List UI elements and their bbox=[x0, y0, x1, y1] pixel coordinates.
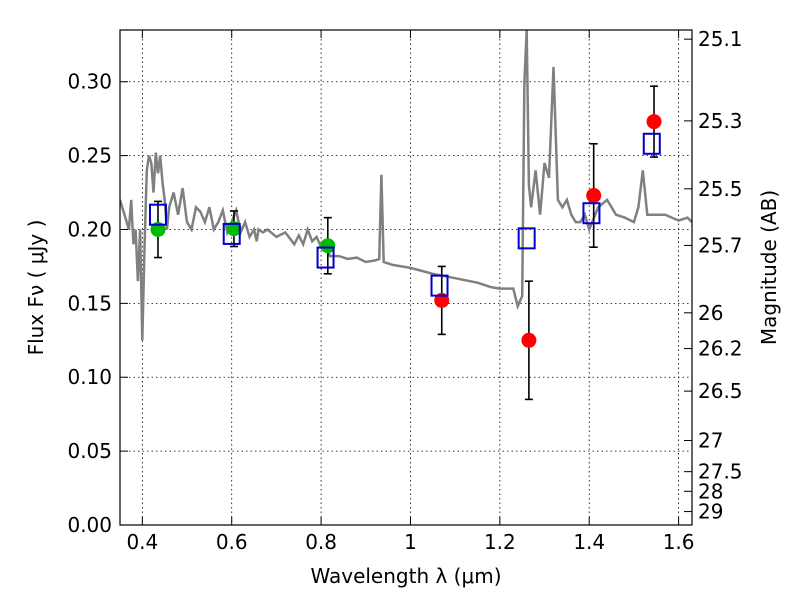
data-points-layer bbox=[148, 85, 662, 401]
data-point-filled bbox=[434, 292, 450, 308]
x-axis-label: Wavelength λ (μm) bbox=[310, 564, 501, 588]
data-point-square bbox=[430, 274, 449, 297]
ticks-layer: 0.4 0.6 0.8 1 1.2 1.4 1.6 0.00 0.05 0.10 0.15 0.20 0… bbox=[67, 27, 742, 554]
x-tick-label: 0.6 bbox=[216, 530, 248, 554]
right-tick-label: 27.5 bbox=[698, 460, 743, 484]
y-tick-label: 0.30 bbox=[67, 70, 112, 94]
data-point-filled bbox=[586, 187, 602, 203]
right-tick-label: 27 bbox=[698, 428, 723, 452]
data-point-square bbox=[148, 203, 167, 226]
x-tick-label: 1 bbox=[404, 530, 417, 554]
right-tick-label: 26.5 bbox=[698, 379, 743, 403]
right-tick-label: 28 bbox=[698, 479, 723, 503]
data-point-square bbox=[222, 222, 241, 245]
right-tick-label: 26.2 bbox=[698, 337, 743, 361]
y-tick-label: 0.05 bbox=[67, 439, 112, 463]
y-tick-label: 0.00 bbox=[67, 513, 112, 537]
y-tick-label: 0.20 bbox=[67, 217, 112, 241]
data-point-filled bbox=[646, 114, 662, 130]
right-tick-label: 25.3 bbox=[698, 109, 743, 133]
right-tick-label: 26 bbox=[698, 301, 723, 325]
x-tick-label: 1.2 bbox=[484, 530, 516, 554]
x-tick-label: 1.6 bbox=[663, 530, 695, 554]
data-point-square bbox=[582, 202, 601, 225]
x-tick-label: 0.4 bbox=[126, 530, 158, 554]
data-point-filled bbox=[320, 238, 336, 254]
y-tick-label: 0.15 bbox=[67, 291, 112, 315]
right-tick-label: 25.1 bbox=[698, 27, 743, 51]
data-point-filled bbox=[521, 332, 537, 348]
right-tick-label: 25.7 bbox=[698, 233, 743, 257]
x-tick-label: 1.4 bbox=[573, 530, 605, 554]
data-point-square bbox=[316, 246, 335, 269]
data-point-filled bbox=[226, 221, 242, 237]
grid bbox=[120, 30, 692, 526]
x-tick-label: 0.8 bbox=[305, 530, 337, 554]
y-axis-label: Flux Fν ( μJy ) bbox=[24, 220, 48, 356]
y-tick-label: 0.10 bbox=[67, 365, 112, 389]
right-axis-label: Magnitude (AB) bbox=[757, 190, 781, 345]
right-tick-label: 29 bbox=[698, 500, 723, 524]
model-spectrum-layer bbox=[120, 30, 692, 341]
data-point-square bbox=[517, 227, 536, 250]
plot-frame bbox=[119, 29, 693, 526]
right-tick-label: 25.5 bbox=[698, 177, 743, 201]
data-point-filled bbox=[150, 221, 166, 237]
data-point-square bbox=[642, 132, 661, 155]
y-tick-label: 0.25 bbox=[67, 144, 112, 168]
model-spectrum-line bbox=[120, 30, 692, 341]
